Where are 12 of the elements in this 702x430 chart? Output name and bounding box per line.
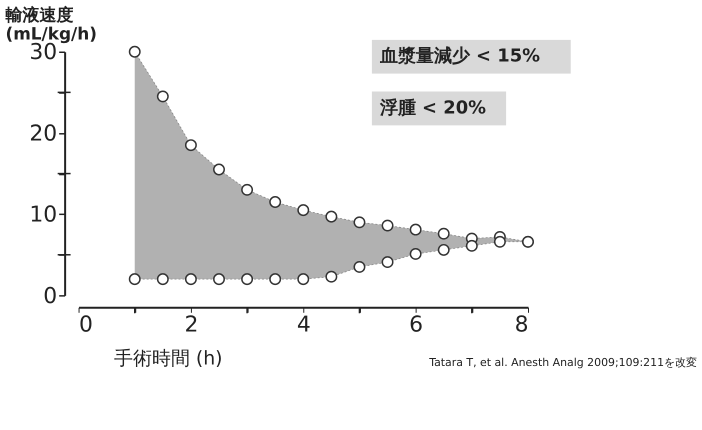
y-tick-label: 20 xyxy=(29,121,58,146)
x-tick-label: 6 xyxy=(409,312,424,338)
x-tick-label: 4 xyxy=(296,312,311,338)
y-tick-label: 10 xyxy=(29,202,58,228)
y-tick-label: 0 xyxy=(43,284,58,309)
annotation: 血漿量減少 < 15% xyxy=(378,46,540,67)
x-tick-label: 8 xyxy=(514,312,528,338)
x-tick-label: 2 xyxy=(184,312,198,338)
text: Tatara T, et al. Anesth Analg 2009;109:211を改変 xyxy=(428,356,698,369)
annotation: 浮腫 < 20% xyxy=(378,97,486,118)
x-axis-title: 手術時間 (h) xyxy=(114,347,223,370)
x-tick-label: 0 xyxy=(79,312,93,338)
